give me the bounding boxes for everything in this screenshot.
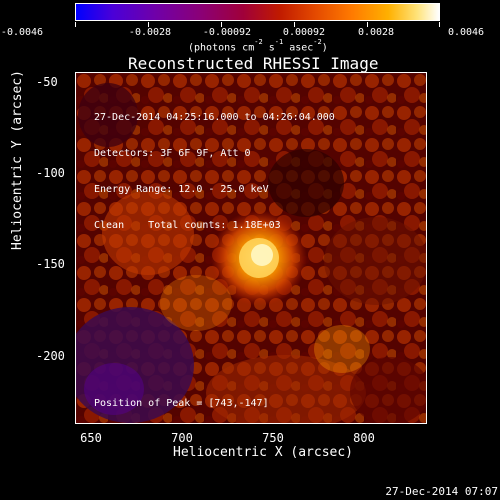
colorbar-label: -0.0028 [128,27,172,38]
y-tick-label: -200 [36,349,65,363]
colorbar-label: 0.0028 [357,27,395,38]
x-tick-label: 700 [171,431,193,445]
x-tick-label: 800 [353,431,375,445]
units-text: s [268,42,275,54]
colorbar-tick [221,22,222,27]
colorbar-label: 0.0046 [447,27,485,38]
y-axis-label: Heliocentric Y (arcsec) [10,69,25,250]
overlay-line: Energy Range: 12.0 - 25.0 keV [94,184,269,195]
overlay-text-block: 27-Dec-2014 04:25:16.000 to 04:26:04.000… [94,88,335,244]
units-superscript: -2 [254,38,263,46]
units-text: (photons cm [188,42,255,54]
y-tick-label: -50 [36,75,58,89]
peak-position: Position of Peak = [743,-147] [94,398,269,409]
heatmap-image [76,73,426,423]
y-tick-label: -100 [36,166,65,180]
x-tick-label: 650 [80,431,102,445]
y-tick-label: -150 [36,257,65,271]
colorbar-tick [439,22,440,27]
colorbar-tick [367,22,368,27]
units-superscript: -1 [274,38,284,46]
colorbar-label: -0.0046 [0,27,44,38]
colorbar-tick [148,22,149,27]
colorbar [75,3,440,21]
overlay-line: Clean Total counts: 1.18E+03 [94,220,281,231]
units-superscript: -2 [313,38,322,46]
colorbar-tick [294,22,295,27]
overlay-line: 27-Dec-2014 04:25:16.000 to 04:26:04.000 [94,112,335,123]
colorbar-label: -0.00092 [202,27,252,38]
units-text: ) [321,42,328,54]
x-axis-label: Heliocentric X (arcsec) [173,445,354,460]
colorbar-tick [75,22,76,27]
heatmap-panel[interactable] [75,72,427,424]
colorbar-units: (photons cm-2 s-1 asec-2) [188,38,328,54]
plot-title: Reconstructed RHESSI Image [128,54,379,73]
x-tick-label: 750 [262,431,284,445]
units-text: asec [289,42,314,54]
overlay-line: Detectors: 3F 6F 9F, Att 0 [94,148,251,159]
timestamp: 27-Dec-2014 07:07 [385,485,498,498]
colorbar-label: 0.00092 [282,27,326,38]
